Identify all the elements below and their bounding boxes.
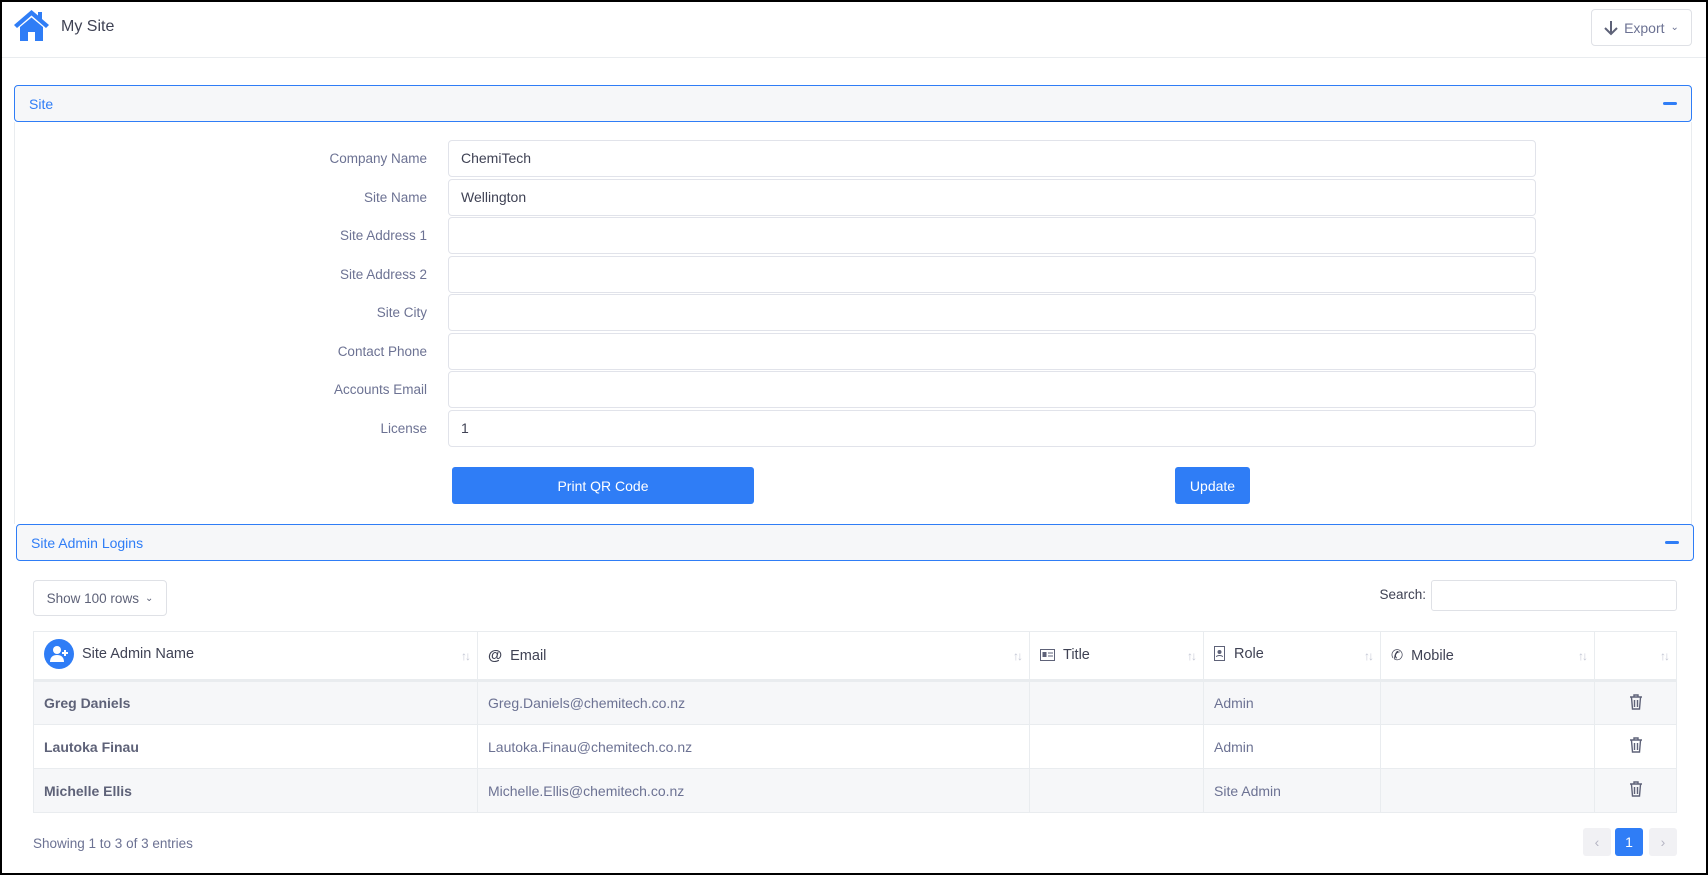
chevron-down-icon: ⌄ [1670, 22, 1679, 33]
sort-icon[interactable]: ↑↓ [1013, 649, 1023, 663]
table-row[interactable]: Greg Daniels Greg.Daniels@chemitech.co.n… [33, 680, 1677, 725]
collapse-icon[interactable] [1663, 102, 1677, 105]
field-input[interactable]: Wellington [448, 179, 1536, 216]
cell-title [1029, 680, 1204, 725]
admin-panel-title: Site Admin Logins [31, 534, 144, 551]
field-input[interactable]: ChemiTech [448, 140, 1536, 177]
field-input[interactable] [448, 256, 1536, 293]
col-label: Title [1063, 646, 1090, 663]
table-row[interactable]: Lautoka Finau Lautoka.Finau@chemitech.co… [33, 724, 1677, 769]
contact-book-icon [1214, 646, 1225, 662]
site-panel-header[interactable]: Site [14, 85, 1692, 122]
cell-email: Greg.Daniels@chemitech.co.nz [477, 680, 1030, 725]
cell-title [1029, 768, 1204, 813]
field-input[interactable] [448, 371, 1536, 408]
cell-mobile [1380, 768, 1595, 813]
cell-role: Admin [1203, 724, 1381, 769]
cell-mobile [1380, 724, 1595, 769]
trash-icon[interactable] [1629, 781, 1643, 800]
site-panel-title: Site [29, 95, 54, 112]
sort-icon[interactable]: ↑↓ [461, 649, 471, 663]
sort-icon[interactable]: ↑↓ [1578, 649, 1588, 663]
cell-actions [1594, 768, 1677, 813]
collapse-icon[interactable] [1665, 541, 1679, 544]
col-label: Role [1234, 645, 1264, 662]
col-label: Site Admin Name [82, 645, 195, 662]
field-label: Contact Phone [337, 344, 427, 359]
field-label: Company Name [329, 151, 427, 166]
col-mobile[interactable]: ✆ Mobile ↑↓ [1380, 631, 1595, 682]
page-1-button[interactable]: 1 [1615, 828, 1643, 856]
add-user-icon [44, 638, 74, 669]
field-label: Site City [376, 305, 427, 320]
cell-email: Lautoka.Finau@chemitech.co.nz [477, 724, 1030, 769]
update-button[interactable]: Update [1175, 467, 1250, 504]
header-divider [2, 57, 1706, 58]
field-label: Site Address 2 [339, 267, 427, 282]
chevron-down-icon: ⌄ [144, 592, 154, 604]
prev-page-button[interactable]: ‹ [1583, 828, 1611, 856]
print-qr-code-button[interactable]: Print QR Code [452, 467, 754, 504]
search-label: Search: [1379, 587, 1426, 602]
phone-icon: ✆ [1391, 647, 1404, 664]
cell-role: Admin [1203, 680, 1381, 725]
field-label: License [380, 421, 427, 436]
cell-actions [1594, 724, 1677, 769]
col-actions[interactable]: ↑↓ [1594, 631, 1677, 682]
sort-icon[interactable]: ↑↓ [1364, 649, 1374, 663]
cell-role: Site Admin [1203, 768, 1381, 813]
cell-mobile [1380, 680, 1595, 725]
next-page-button[interactable]: › [1649, 828, 1677, 856]
trash-icon[interactable] [1629, 693, 1643, 713]
field-label: Site Address 1 [339, 228, 427, 243]
field-label: Site Name [363, 190, 427, 205]
show-rows-label: Show 100 rows [46, 590, 139, 606]
table-row[interactable]: Michelle Ellis Michelle.Ellis@chemitech.… [33, 768, 1677, 813]
col-title[interactable]: Title ↑↓ [1029, 631, 1204, 682]
sort-icon[interactable]: ↑↓ [1660, 649, 1670, 663]
col-role[interactable]: Role ↑↓ [1203, 631, 1381, 682]
cell-name: Michelle Ellis [33, 768, 478, 813]
entries-info: Showing 1 to 3 of 3 entries [33, 836, 193, 851]
page-title: My Site [61, 18, 115, 35]
field-input[interactable]: 1 [448, 410, 1536, 447]
col-email[interactable]: @ Email ↑↓ [477, 631, 1030, 682]
cell-actions [1594, 680, 1677, 725]
at-icon: @ [488, 647, 503, 664]
export-button[interactable]: Export ⌄ [1591, 9, 1692, 46]
col-site-admin-name[interactable]: Site Admin Name ↑↓ [33, 631, 478, 682]
field-input[interactable] [448, 333, 1536, 370]
field-input[interactable] [448, 217, 1536, 254]
cell-title [1029, 724, 1204, 769]
arrow-down-icon [1604, 20, 1618, 35]
cell-email: Michelle.Ellis@chemitech.co.nz [477, 768, 1030, 813]
site-panel-body [14, 122, 1692, 524]
id-card-icon [1040, 648, 1055, 661]
sort-icon[interactable]: ↑↓ [1187, 649, 1197, 663]
search-input[interactable] [1431, 580, 1677, 611]
cell-name: Greg Daniels [33, 680, 478, 725]
admin-panel-header[interactable]: Site Admin Logins [16, 524, 1694, 561]
field-input[interactable] [448, 294, 1536, 331]
cell-name: Lautoka Finau [33, 724, 478, 769]
home-icon [14, 10, 49, 41]
show-rows-select[interactable]: Show 100 rows ⌄ [33, 580, 167, 616]
field-label: Accounts Email [333, 382, 427, 397]
trash-icon[interactable] [1629, 737, 1643, 756]
export-label: Export [1624, 19, 1665, 36]
admin-table: Site Admin Name ↑↓ @ Email ↑↓ Title ↑↓ Role ↑… [33, 631, 1677, 813]
col-label: Email [510, 647, 547, 664]
col-label: Mobile [1411, 647, 1454, 664]
